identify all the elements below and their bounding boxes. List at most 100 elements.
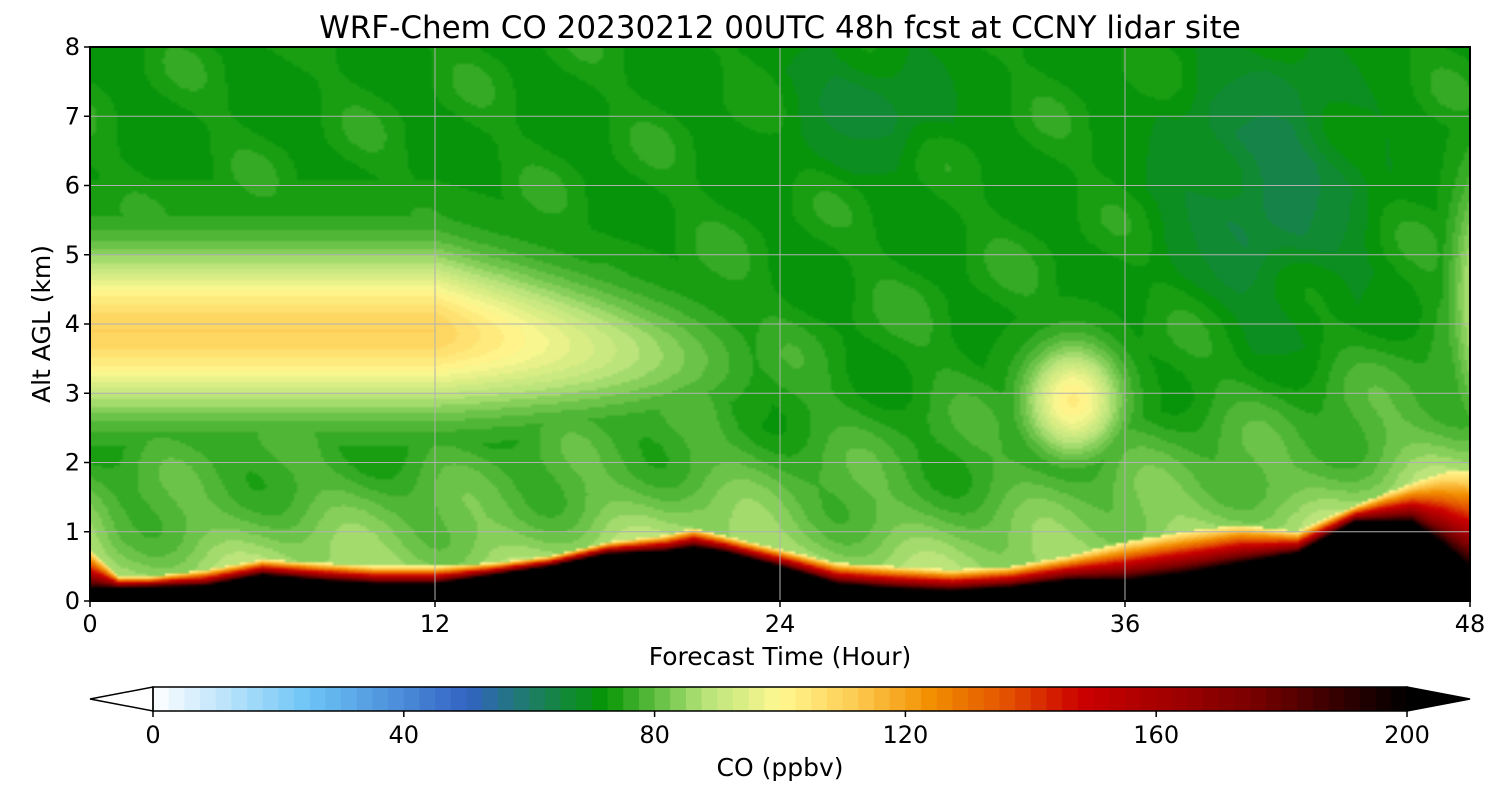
x-axis-ticks: 0 12 24 36 48 — [82, 601, 1485, 638]
colorbar-segment — [1046, 687, 1063, 711]
x-tick-label: 0 — [82, 610, 97, 638]
contour-plot-area — [89, 46, 1471, 602]
colorbar-segment — [1375, 687, 1392, 711]
colorbar-segment — [325, 687, 342, 711]
colorbar-segment — [356, 687, 374, 711]
grid-lines — [90, 47, 1470, 601]
colorbar-segment — [968, 687, 985, 711]
colorbar-segment — [544, 687, 562, 711]
colorbar-segment — [701, 687, 718, 711]
colorbar-segment — [795, 687, 812, 711]
x-tick-label: 48 — [1455, 610, 1486, 638]
colorbar-segment — [685, 687, 703, 711]
colorbar-segment — [936, 687, 954, 711]
colorbar-tick-label: 80 — [639, 721, 670, 749]
colorbar-segment — [560, 687, 577, 711]
y-axis-ticks: 0 1 2 3 4 5 6 7 8 — [65, 33, 90, 615]
colorbar-segment — [1328, 687, 1345, 711]
x-tick-label: 12 — [420, 610, 451, 638]
colorbar-segment — [403, 687, 421, 711]
colorbar-tick-label: 40 — [389, 721, 420, 749]
colorbar-segment — [1077, 687, 1095, 711]
colorbar-segment — [952, 687, 969, 711]
y-tick-label: 3 — [65, 379, 80, 407]
colorbar-segment — [874, 687, 891, 711]
colorbar-segment — [1171, 687, 1189, 711]
y-tick-label: 7 — [65, 102, 80, 130]
y-axis-label: Alt AGL (km) — [27, 245, 56, 403]
colorbar-segments — [153, 687, 1408, 711]
colorbar-segment — [482, 687, 499, 711]
colorbar-segment — [1281, 687, 1298, 711]
colorbar-segment — [1234, 687, 1251, 711]
colorbar-segment — [1030, 687, 1048, 711]
colorbar-segment — [1109, 687, 1126, 711]
colorbar-tick-label: 120 — [882, 721, 928, 749]
colorbar-segment — [748, 687, 765, 711]
colorbar-segment — [999, 687, 1016, 711]
colorbar-segment — [153, 687, 170, 711]
colorbar-segment — [341, 687, 358, 711]
colorbar-segment — [827, 687, 844, 711]
colorbar-label: CO (ppbv) — [717, 753, 844, 782]
colorbar-segment — [372, 687, 389, 711]
colorbar-segment — [858, 687, 875, 711]
chart-title: WRF-Chem CO 20230212 00UTC 48h fcst at C… — [319, 10, 1241, 46]
y-tick-label: 6 — [65, 172, 80, 200]
colorbar-segment — [1156, 687, 1173, 711]
colorbar-segment — [450, 687, 468, 711]
x-tick-label: 24 — [765, 610, 796, 638]
colorbar-segment — [1359, 687, 1377, 711]
colorbar-segment — [889, 687, 906, 711]
colorbar-segment — [1124, 687, 1142, 711]
colorbar-segment — [1312, 687, 1330, 711]
colorbar-frame — [152, 686, 1408, 712]
y-tick-label: 0 — [65, 587, 80, 615]
y-tick-label: 8 — [65, 33, 80, 61]
colorbar-segment — [1297, 687, 1314, 711]
colorbar-segment — [200, 687, 217, 711]
colorbar-tick-label: 0 — [145, 721, 160, 749]
colorbar-segment — [764, 687, 781, 711]
colorbar-max-extend-arrow — [1406, 686, 1471, 712]
colorbar-segment — [905, 687, 922, 711]
colorbar-segment — [294, 687, 311, 711]
colorbar-min-extend-arrow — [89, 686, 154, 712]
colorbar-segment — [623, 687, 640, 711]
colorbar-segment — [607, 687, 624, 711]
colorbar-segment — [497, 687, 515, 711]
y-tick-label: 5 — [65, 241, 80, 269]
colorbar-segment — [1265, 687, 1283, 711]
colorbar-segment — [278, 687, 295, 711]
colorbar-segment — [1344, 687, 1361, 711]
y-tick-label: 1 — [65, 518, 80, 546]
colorbar-segment — [591, 687, 609, 711]
colorbar-tick-label: 160 — [1133, 721, 1179, 749]
colorbar-segment — [654, 687, 671, 711]
colorbar-segment — [529, 687, 546, 711]
colorbar-segment — [638, 687, 656, 711]
colorbar-segment — [247, 687, 264, 711]
y-tick-label: 2 — [65, 449, 80, 477]
colorbar-segment — [309, 687, 327, 711]
colorbar-segment — [513, 687, 530, 711]
colorbar-segment — [1250, 687, 1267, 711]
colorbar-segment — [732, 687, 750, 711]
colorbar-segment — [262, 687, 279, 711]
colorbar-segment — [419, 687, 436, 711]
colorbar-segment — [576, 687, 593, 711]
colorbar-segment — [780, 687, 797, 711]
colorbar-segment — [184, 687, 201, 711]
colorbar-segment — [842, 687, 859, 711]
colorbar-segment — [811, 687, 828, 711]
colorbar-segment — [1218, 687, 1236, 711]
x-axis-label: Forecast Time (Hour) — [649, 642, 912, 671]
colorbar-segment — [921, 687, 938, 711]
x-tick-label: 36 — [1110, 610, 1141, 638]
colorbar-segment — [1391, 687, 1408, 711]
colorbar-segment — [717, 687, 734, 711]
colorbar-segment — [388, 687, 405, 711]
colorbar-segment — [983, 687, 1001, 711]
colorbar-segment — [1093, 687, 1110, 711]
